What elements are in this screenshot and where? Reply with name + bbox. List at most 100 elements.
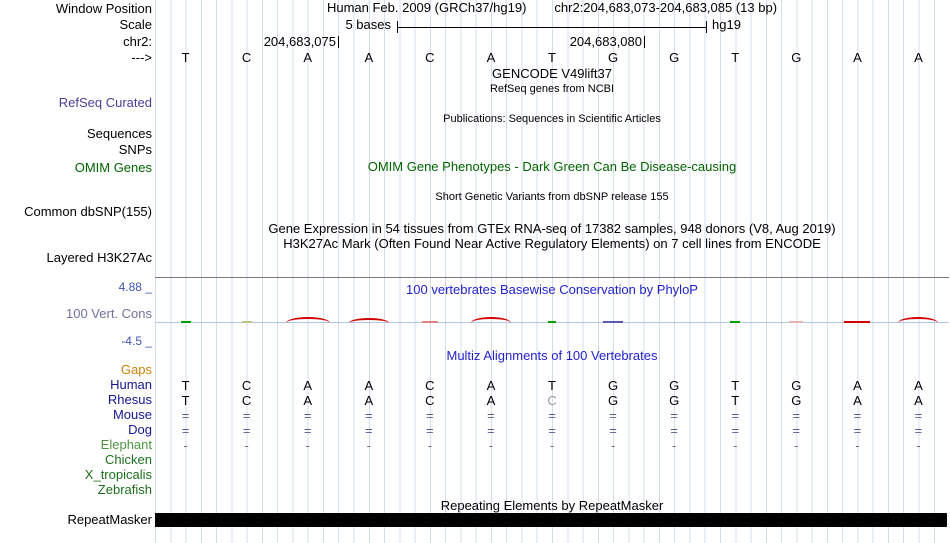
base-cell: G [608, 378, 619, 393]
base-cell: - [427, 438, 433, 453]
track-title-phylop[interactable]: 100 vertebrates Basewise Conservation by… [406, 282, 698, 297]
multiz-row-label-mouse[interactable]: Mouse [112, 407, 152, 422]
repeatmasker-element-bar[interactable] [155, 513, 947, 527]
base-cell: C [425, 378, 435, 393]
assembly-short-label: hg19 [712, 17, 741, 32]
track-title-h3k27ac[interactable]: H3K27Ac Mark (Often Found Near Active Re… [283, 236, 821, 251]
track-title-dbsnp[interactable]: Short Genetic Variants from dbSNP releas… [435, 191, 669, 203]
base-cell: A [303, 50, 313, 65]
multiz-row-label-chicken[interactable]: Chicken [105, 452, 152, 467]
multiz-row-label-human[interactable]: Human [110, 377, 152, 392]
conservation-wiggle [155, 313, 949, 323]
track-title-repeatmasker[interactable]: Repeating Elements by RepeatMasker [440, 498, 664, 513]
multiz-row-label-zebrafish[interactable]: Zebrafish [97, 482, 152, 497]
base-cell: - [671, 438, 677, 453]
base-cell: A [486, 50, 496, 65]
position-tick-mark [644, 36, 645, 48]
base-cell: = [487, 408, 495, 423]
position-tick-label: 204,683,080 [569, 34, 642, 49]
base-cell: = [731, 408, 740, 423]
base-cell: = [426, 408, 434, 423]
track-label-refseq-curated[interactable]: RefSeq Curated [58, 95, 152, 110]
track-subtitle-refseq[interactable]: RefSeq genes from NCBI [489, 83, 615, 95]
track-label-100-vert-cons[interactable]: 100 Vert. Cons [66, 306, 152, 321]
base-cell: A [364, 378, 374, 393]
window-position-title: Human Feb. 2009 (GRCh37/hg19) chr2:204,68… [155, 1, 949, 15]
label-scale: Scale [119, 17, 152, 32]
base-cell: A [853, 50, 862, 65]
track-title-gencode[interactable]: GENCODE V49lift37 [492, 66, 612, 81]
conservation-max-value: 4.88 _ [118, 280, 152, 294]
conservation-mark [766, 313, 827, 323]
base-cell: - [610, 438, 616, 453]
base-cell: = [609, 423, 617, 438]
base-cell: = [914, 408, 923, 423]
conservation-mark [705, 313, 766, 323]
track-title-publications[interactable]: Publications: Sequences in Scientific Ar… [443, 113, 661, 125]
scale-ruler [397, 21, 707, 33]
assembly-title: Human Feb. 2009 (GRCh37/hg19) [326, 0, 527, 15]
base-cell: A [364, 393, 374, 408]
base-cell: A [303, 378, 313, 393]
base-cell: T [731, 393, 740, 408]
track-label-snps[interactable]: SNPs [118, 142, 152, 157]
base-cell: = [548, 423, 556, 438]
track-title-gtex[interactable]: Gene Expression in 54 tissues from GTEx … [268, 221, 836, 236]
position-tick-label: 204,683,075 [263, 34, 336, 49]
base-cell: - [366, 438, 371, 453]
conservation-mark [399, 313, 460, 323]
conservation-mark [644, 313, 705, 323]
track-title-omim[interactable]: OMIM Gene Phenotypes - Dark Green Can Be… [367, 159, 737, 174]
base-cell: T [548, 378, 556, 393]
base-cell: A [486, 393, 496, 408]
base-cell: - [794, 438, 799, 453]
base-cell: G [608, 393, 619, 408]
base-cell: - [855, 438, 860, 453]
base-cell: T [181, 50, 190, 65]
track-label-repeatmasker[interactable]: RepeatMasker [67, 512, 152, 527]
multiz-row-label-dog[interactable]: Dog [128, 422, 152, 437]
base-cell: - [549, 438, 555, 453]
base-cell: = [609, 408, 617, 423]
base-cell: = [242, 423, 251, 438]
base-cell: = [181, 408, 190, 423]
base-cell: C [425, 50, 435, 65]
conservation-min-value: -4.5 _ [121, 334, 152, 348]
multiz-row-label-elephant[interactable]: Elephant [100, 437, 152, 452]
base-cell: A [914, 50, 923, 65]
multiz-row-mouse: = = = = = = = = = = = = = [155, 408, 949, 423]
base-cell: = [548, 408, 556, 423]
multiz-row-label-gaps[interactable]: Gaps [120, 362, 152, 377]
track-label-sequences[interactable]: Sequences [86, 126, 152, 141]
base-cell: G [791, 50, 802, 65]
multiz-row-label-x-tropicalis[interactable]: X_tropicalis [84, 467, 152, 482]
track-label-layered-h3k27ac[interactable]: Layered H3K27Ac [46, 250, 152, 265]
position-tick-mark [338, 36, 339, 48]
conservation-mark [583, 313, 644, 323]
strand-direction-label: ---> [131, 50, 152, 65]
conservation-mark [827, 313, 888, 323]
base-cell: - [488, 438, 494, 453]
track-title-multiz[interactable]: Multiz Alignments of 100 Vertebrates [446, 348, 658, 363]
base-cell: = [303, 408, 312, 423]
base-cell: G [669, 378, 680, 393]
multiz-row-label-rhesus[interactable]: Rhesus [107, 392, 152, 407]
scale-bases-label: 5 bases [345, 17, 391, 32]
label-chromosome: chr2: [123, 34, 152, 49]
conservation-mark [521, 313, 582, 323]
base-cell: - [733, 438, 738, 453]
base-cell: = [181, 423, 190, 438]
base-cell: A [853, 378, 862, 393]
base-cell: G [791, 393, 802, 408]
base-cell: G [608, 50, 619, 65]
base-cell: = [792, 423, 801, 438]
track-label-common-dbsnp[interactable]: Common dbSNP(155) [24, 204, 152, 219]
base-cell: A [303, 393, 313, 408]
base-cell: - [305, 438, 310, 453]
base-cell: A [853, 393, 862, 408]
label-window-position: Window Position [55, 1, 152, 16]
track-label-omim-genes[interactable]: OMIM Genes [74, 160, 152, 175]
base-cell: A [364, 50, 374, 65]
